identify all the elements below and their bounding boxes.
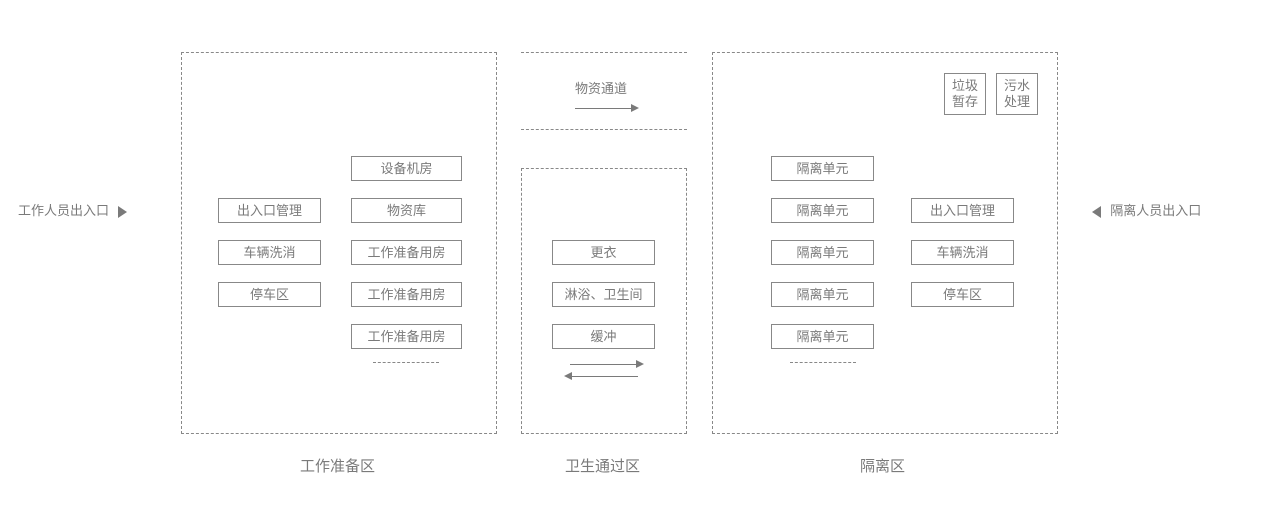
ellipsis-zone1 bbox=[373, 362, 439, 363]
biarrow-top-head bbox=[636, 360, 644, 368]
room-shower-toilet: 淋浴、卫生间 bbox=[552, 282, 655, 307]
room-entry-mgmt-1: 出入口管理 bbox=[218, 198, 321, 223]
zone2-title: 卫生通过区 bbox=[565, 455, 640, 476]
room-iso-2: 隔离单元 bbox=[771, 198, 874, 223]
zone1-title: 工作准备区 bbox=[300, 455, 375, 476]
biarrow-bot-head bbox=[564, 372, 572, 380]
isolated-entry-text: 隔离人员出入口 bbox=[1110, 203, 1201, 218]
room-iso-1: 隔离单元 bbox=[771, 156, 874, 181]
room-parking-2: 停车区 bbox=[911, 282, 1014, 307]
room-iso-5: 隔离单元 bbox=[771, 324, 874, 349]
staff-entry-label: 工作人员出入口 bbox=[18, 200, 127, 219]
triangle-right-icon bbox=[118, 206, 127, 218]
room-parking-1: 停车区 bbox=[218, 282, 321, 307]
room-changing: 更衣 bbox=[552, 240, 655, 265]
biarrow-top-line bbox=[570, 364, 638, 365]
isolated-entry-label: 隔离人员出入口 bbox=[1092, 200, 1201, 219]
room-work-prep-1: 工作准备用房 bbox=[351, 240, 462, 265]
staff-entry-text: 工作人员出入口 bbox=[18, 203, 109, 218]
zone3-title: 隔离区 bbox=[860, 455, 905, 476]
room-work-prep-2: 工作准备用房 bbox=[351, 282, 462, 307]
room-iso-3: 隔离单元 bbox=[771, 240, 874, 265]
room-entry-mgmt-2: 出入口管理 bbox=[911, 198, 1014, 223]
room-supply-storage: 物资库 bbox=[351, 198, 462, 223]
room-iso-4: 隔离单元 bbox=[771, 282, 874, 307]
room-vehicle-wash-2: 车辆洗消 bbox=[911, 240, 1014, 265]
ellipsis-zone3 bbox=[790, 362, 856, 363]
room-work-prep-3: 工作准备用房 bbox=[351, 324, 462, 349]
room-sewage: 污水 处理 bbox=[996, 73, 1038, 115]
triangle-left-icon bbox=[1092, 206, 1101, 218]
room-equipment: 设备机房 bbox=[351, 156, 462, 181]
biarrow-bot-line bbox=[570, 376, 638, 377]
supply-arrow-line bbox=[575, 108, 633, 109]
room-vehicle-wash-1: 车辆洗消 bbox=[218, 240, 321, 265]
room-buffer: 缓冲 bbox=[552, 324, 655, 349]
supply-corridor-label: 物资通道 bbox=[575, 78, 627, 97]
room-trash-storage: 垃圾 暂存 bbox=[944, 73, 986, 115]
supply-arrow-head bbox=[631, 104, 639, 112]
